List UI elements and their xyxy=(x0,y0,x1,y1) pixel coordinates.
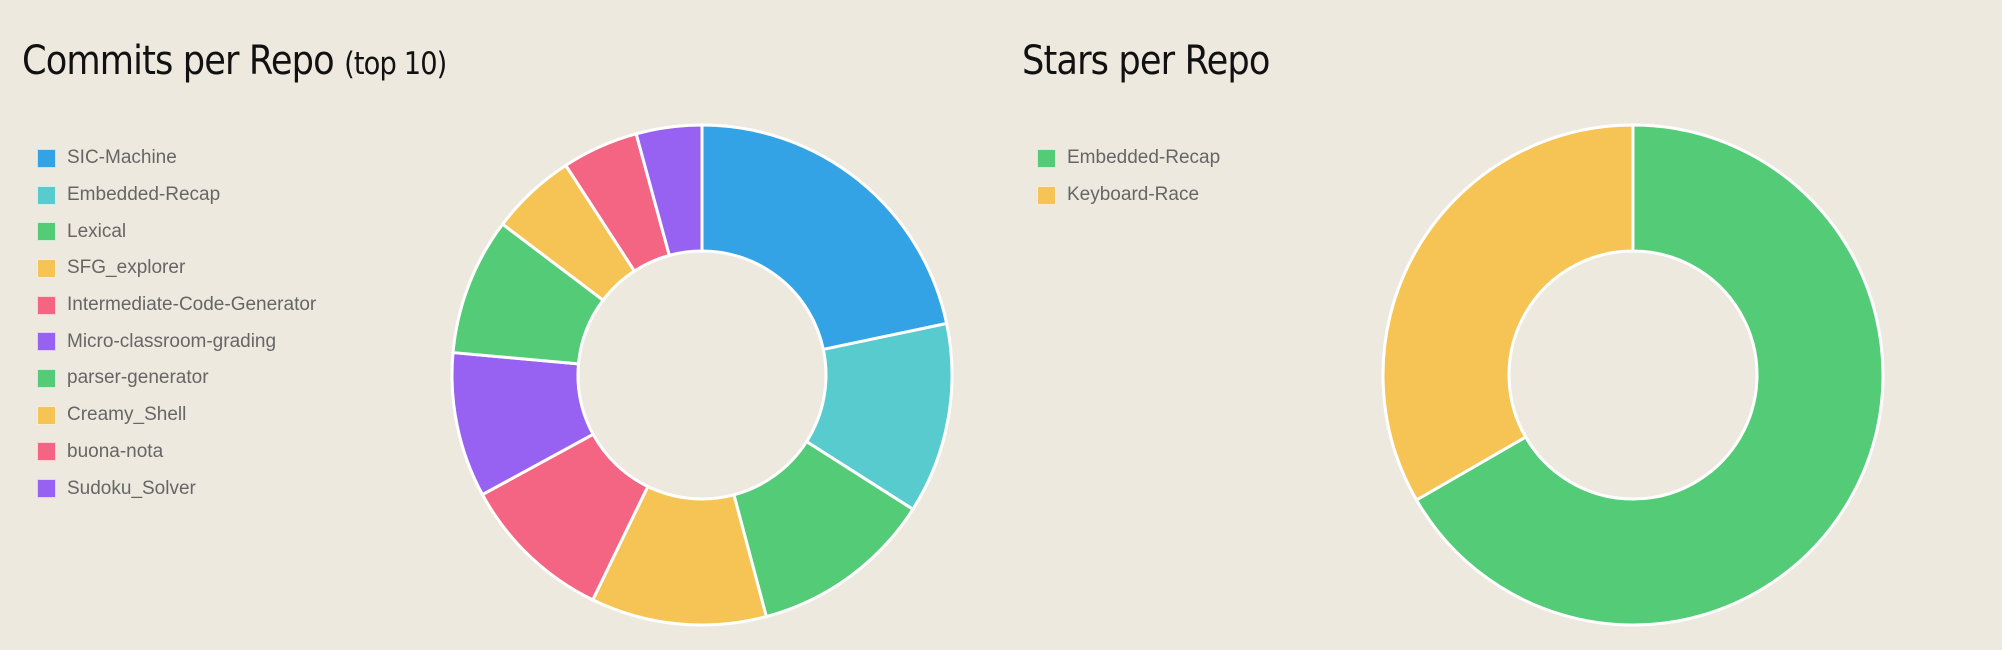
legend-item-sudoku-solver[interactable]: Sudoku_Solver xyxy=(37,470,316,507)
legend-item-embedded-recap[interactable]: Embedded-Recap xyxy=(37,177,316,214)
legend-item-keyboard-race[interactable]: Keyboard-Race xyxy=(1037,177,1220,214)
legend-item-parser-generator[interactable]: parser-generator xyxy=(37,360,316,397)
legend-swatch xyxy=(37,295,56,315)
legend-swatch xyxy=(37,368,56,388)
legend-swatch xyxy=(37,185,56,205)
legend-swatch xyxy=(37,148,56,168)
commits-chart-title: Commits per Repo (top 10) xyxy=(22,38,447,84)
legend-swatch xyxy=(37,222,56,242)
legend-swatch xyxy=(1037,148,1056,168)
legend-label: Lexical xyxy=(67,220,127,242)
legend-swatch xyxy=(37,442,56,462)
commits-slice-lexical[interactable] xyxy=(732,440,915,619)
legend-item-sfg-explorer[interactable]: SFG_explorer xyxy=(37,250,316,287)
stars-donut-chart xyxy=(1381,123,1885,627)
legend-item-lexical[interactable]: Lexical xyxy=(37,213,316,250)
stars-slice-keyboard-race[interactable] xyxy=(1381,123,1635,502)
legend-label: parser-generator xyxy=(67,367,209,389)
commits-slice-sic-machine[interactable] xyxy=(700,123,949,351)
stars-chart-panel: Stars per Repo Embedded-Recap Keyboard-Ra… xyxy=(1000,0,2002,650)
legend-item-micro-classroom-grading[interactable]: Micro-classroom-grading xyxy=(37,323,316,360)
legend-item-intermediate-code-generator[interactable]: Intermediate-Code-Generator xyxy=(37,287,316,324)
commits-donut-chart xyxy=(450,123,954,627)
legend-swatch xyxy=(1037,185,1056,205)
legend-label: SIC-Machine xyxy=(67,147,177,169)
legend-label: Embedded-Recap xyxy=(67,184,221,206)
commits-chart-subtitle: (top 10) xyxy=(344,46,447,82)
legend-item-buona-nota[interactable]: buona-nota xyxy=(37,434,316,471)
legend-swatch xyxy=(37,405,56,425)
commits-legend: SIC-Machine Embedded-Recap Lexical SFG_expl… xyxy=(37,140,316,507)
legend-swatch xyxy=(37,479,56,499)
stars-slice-embedded-recap[interactable] xyxy=(1414,123,1885,627)
commits-slice-sudoku-solver[interactable] xyxy=(634,123,704,257)
legend-swatch xyxy=(37,332,56,352)
legend-item-sic-machine[interactable]: SIC-Machine xyxy=(37,140,316,177)
stars-legend: Embedded-Recap Keyboard-Race xyxy=(1037,140,1220,213)
legend-swatch xyxy=(37,258,56,278)
legend-item-creamy-shell[interactable]: Creamy_Shell xyxy=(37,397,316,434)
stars-chart-title: Stars per Repo xyxy=(1022,38,1270,84)
legend-label: buona-nota xyxy=(67,440,164,462)
legend-label: Creamy_Shell xyxy=(67,404,187,426)
legend-label: Intermediate-Code-Generator xyxy=(67,294,317,316)
legend-label: Embedded-Recap xyxy=(1067,147,1221,169)
legend-label: Micro-classroom-grading xyxy=(67,330,277,352)
legend-label: Sudoku_Solver xyxy=(67,477,196,499)
legend-label: SFG_explorer xyxy=(67,257,186,279)
commits-chart-panel: Commits per Repo (top 10) SIC-Machine Emb… xyxy=(0,0,1000,650)
legend-label: Keyboard-Race xyxy=(1067,184,1200,206)
legend-item-embedded-recap[interactable]: Embedded-Recap xyxy=(1037,140,1220,177)
